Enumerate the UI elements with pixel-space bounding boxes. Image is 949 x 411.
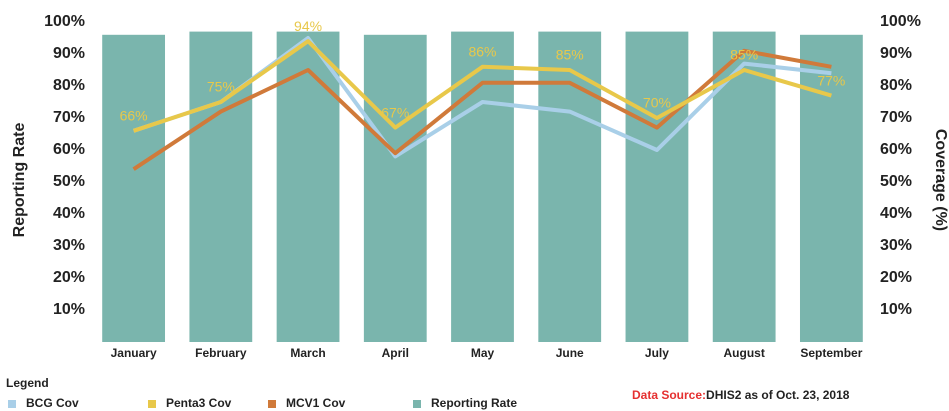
y2-tick-label: 70% <box>880 109 912 126</box>
y-axis-title: Reporting Rate <box>11 123 28 238</box>
x-tick-label: August <box>724 346 765 360</box>
y2-tick-label: 60% <box>880 141 912 158</box>
y2-tick-label: 100% <box>880 13 921 30</box>
legend-swatch <box>413 400 421 408</box>
y-tick-label: 30% <box>53 237 85 254</box>
x-tick-label: April <box>382 346 409 360</box>
bar <box>276 31 340 342</box>
x-tick-label: January <box>111 346 157 360</box>
x-tick-label: July <box>645 346 669 360</box>
source-text: DHIS2 as of Oct. 23, 2018 <box>706 388 850 402</box>
y-tick-label: 20% <box>53 269 85 286</box>
y2-tick-label: 80% <box>880 77 912 94</box>
x-tick-label: February <box>195 346 247 360</box>
legend-label: MCV1 Cov <box>286 396 346 410</box>
y2-tick-label: 20% <box>880 269 912 286</box>
data-label: 67% <box>381 104 409 120</box>
bar <box>363 34 427 343</box>
source: Data Source:DHIS2 as of Oct. 23, 2018 <box>632 388 850 402</box>
y2-tick-label: 90% <box>880 45 912 62</box>
x-tick-label: June <box>556 346 584 360</box>
bar <box>102 34 166 343</box>
legend-label: BCG Cov <box>26 396 79 410</box>
data-label: 85% <box>556 47 584 63</box>
legend-swatch <box>268 400 276 408</box>
legend-swatch <box>8 400 16 408</box>
y-tick-label: 100% <box>44 13 85 30</box>
y-tick-label: 90% <box>53 45 85 62</box>
y2-tick-label: 30% <box>880 237 912 254</box>
data-label: 70% <box>643 95 671 111</box>
y2-tick-label: 50% <box>880 173 912 190</box>
y2-tick-label: 10% <box>880 301 912 318</box>
bar <box>451 31 514 342</box>
legend-swatch <box>148 400 156 408</box>
y-tick-label: 40% <box>53 205 85 222</box>
bar <box>799 34 863 343</box>
bar <box>538 31 602 342</box>
legend-label: Reporting Rate <box>431 396 517 410</box>
y-tick-label: 60% <box>53 141 85 158</box>
x-tick-label: May <box>471 346 495 360</box>
y2-axis-title: Coverage (%) <box>932 129 949 231</box>
y-tick-label: 70% <box>53 109 85 126</box>
data-label: 75% <box>207 79 235 95</box>
line <box>132 39 832 133</box>
legend-label: Penta3 Cov <box>166 396 232 410</box>
data-label: 77% <box>817 72 845 88</box>
source-label: Data Source: <box>632 388 706 402</box>
legend-title: Legend <box>6 376 49 390</box>
y2-tick-label: 40% <box>880 205 912 222</box>
bar <box>625 31 689 342</box>
x-tick-label: September <box>800 346 862 360</box>
bar <box>189 31 253 342</box>
y-tick-label: 10% <box>53 301 85 318</box>
y-tick-label: 50% <box>53 173 85 190</box>
data-label: 94% <box>294 18 322 34</box>
data-label: 86% <box>468 44 496 60</box>
data-label: 85% <box>730 47 758 63</box>
y-tick-label: 80% <box>53 77 85 94</box>
x-tick-label: March <box>290 346 325 360</box>
line <box>132 48 832 171</box>
data-label: 66% <box>120 108 148 124</box>
